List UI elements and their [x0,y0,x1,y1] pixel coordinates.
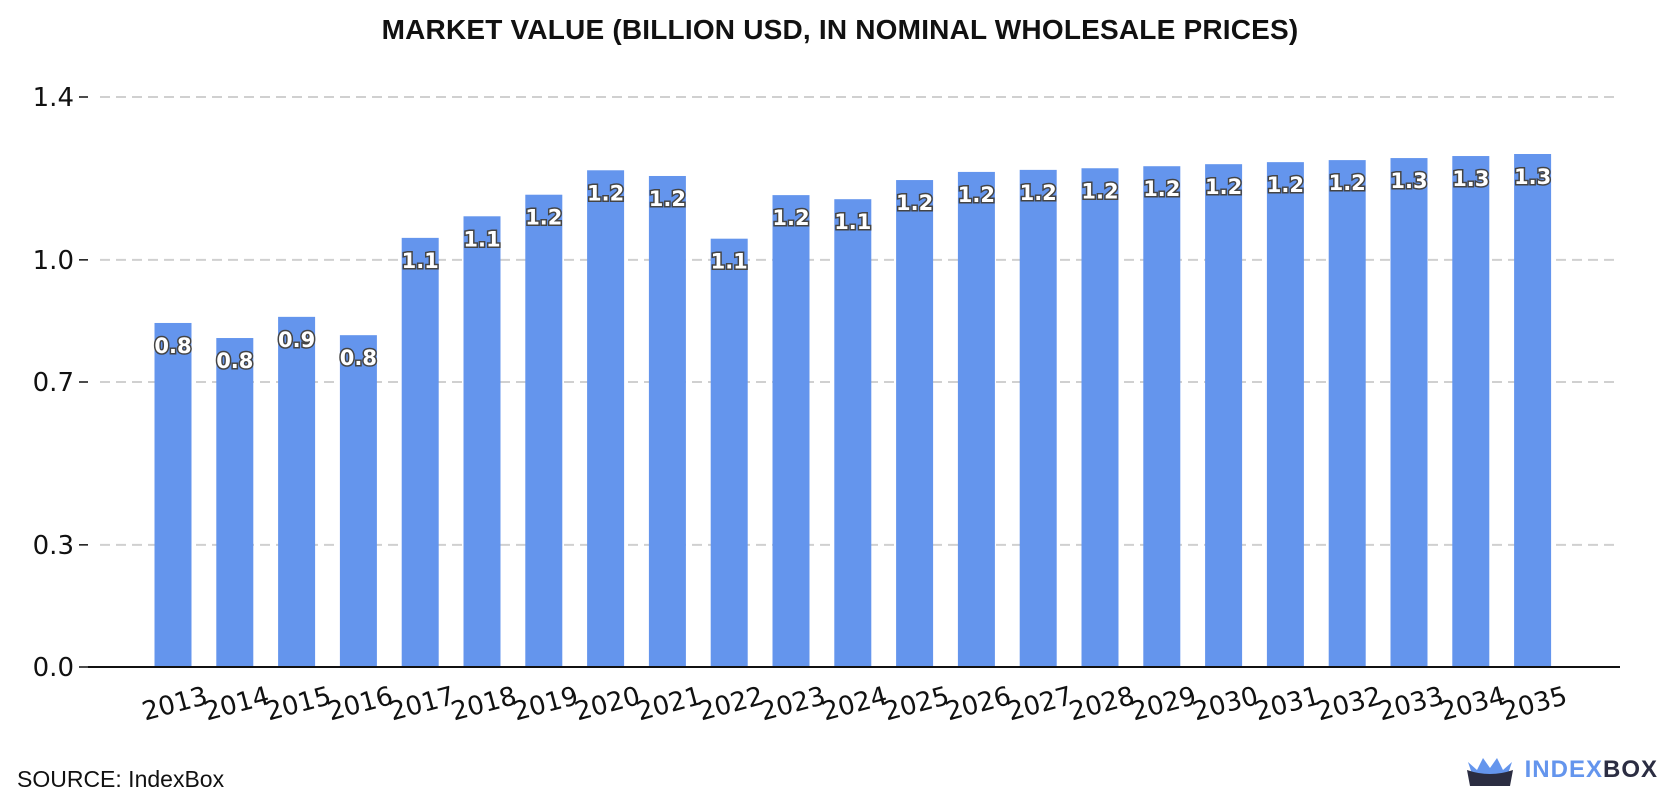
brand-secondary: BOX [1602,756,1658,783]
bar [401,237,439,667]
data-label: 0.8 [340,346,377,370]
bar [896,180,934,668]
y-tick-label: 0.3 [33,531,74,561]
data-label: 1.2 [649,187,686,211]
data-label: 1.2 [958,183,995,207]
x-tick-label: 2033 [1375,681,1447,727]
data-label: 1.3 [1452,167,1489,191]
bar [957,171,995,667]
x-tick-label: 2022 [695,681,767,727]
x-tick-label: 2024 [819,681,891,727]
x-tick-label: 2019 [510,681,582,727]
data-label: 1.3 [1390,169,1427,193]
data-label: 1.2 [772,206,809,230]
bar [216,338,254,667]
x-tick-label: 2025 [881,681,953,727]
data-label: 0.8 [216,349,253,373]
axes: 0.00.30.71.01.42013201420152016201720182… [33,83,1620,727]
x-tick-label: 2032 [1313,681,1385,727]
x-tick-label: 2031 [1251,681,1323,727]
data-label: 1.1 [711,250,748,274]
data-label: 1.2 [1020,181,1057,205]
x-tick-label: 2021 [633,681,705,727]
x-tick-label: 2015 [263,681,335,727]
y-tick-label: 1.4 [33,83,74,113]
data-label: 1.2 [525,206,562,230]
data-label: 1.2 [1081,179,1118,203]
bar [834,199,872,667]
data-label: 1.2 [896,191,933,215]
bar [339,335,377,667]
chart-title: MARKET VALUE (BILLION USD, IN NOMINAL WH… [381,14,1299,45]
data-label: 1.2 [587,181,624,205]
bar [1514,154,1552,667]
x-tick-label: 2026 [942,681,1014,727]
x-tick-label: 2016 [324,681,396,727]
bar [1143,166,1181,667]
bars [154,154,1552,668]
data-label: 1.1 [834,210,871,234]
data-label: 1.2 [1267,173,1304,197]
bar [1081,168,1119,667]
data-label: 1.2 [1329,171,1366,195]
brand-wordmark: INDEXBOX [1525,756,1658,784]
x-tick-label: 2017 [386,681,458,727]
x-tick-label: 2020 [572,681,644,727]
bar [1390,158,1428,668]
data-label: 1.2 [1205,175,1242,199]
bar [710,238,748,667]
x-tick-label: 2023 [757,681,829,727]
data-label: 1.3 [1514,165,1551,189]
brand-primary: INDEX [1524,756,1603,783]
y-tick-label: 1.0 [33,246,74,276]
bar [1205,164,1243,667]
bar [648,175,686,667]
x-tick-label: 2027 [1004,681,1076,727]
data-labels: 0.8 0.8 0.9 0.8 1.1 1.1 1.2 1.2 1.2 1.1 1.2 1.1 1.2 1… [153,164,1553,375]
data-label: 1.1 [463,227,500,251]
bar [772,195,810,667]
x-tick-label: 2034 [1437,681,1509,727]
x-tick-label: 2029 [1128,681,1200,727]
bar [587,170,625,668]
data-label: 1.1 [402,249,439,273]
brand-logo: INDEXBOX [1465,752,1658,788]
bar [1019,169,1057,667]
bar [1266,162,1304,667]
data-label: 1.2 [1143,177,1180,201]
x-tick-label: 2013 [139,681,211,727]
bar [278,316,316,667]
bar [1452,156,1490,668]
data-label: 0.9 [278,328,315,352]
crown-box-icon [1466,758,1513,786]
x-tick-label: 2018 [448,681,520,727]
x-tick-label: 2035 [1499,681,1571,727]
x-tick-label: 2028 [1066,681,1138,727]
bar [154,322,192,667]
x-tick-label: 2014 [201,681,273,727]
source-note: SOURCE: IndexBox [17,766,225,792]
bar [463,216,501,668]
data-label: 0.8 [154,334,191,358]
bar [1328,160,1366,667]
x-tick-label: 2030 [1190,681,1262,727]
bar [525,194,563,667]
y-tick-label: 0.0 [33,653,74,683]
y-tick-label: 0.7 [33,368,74,398]
